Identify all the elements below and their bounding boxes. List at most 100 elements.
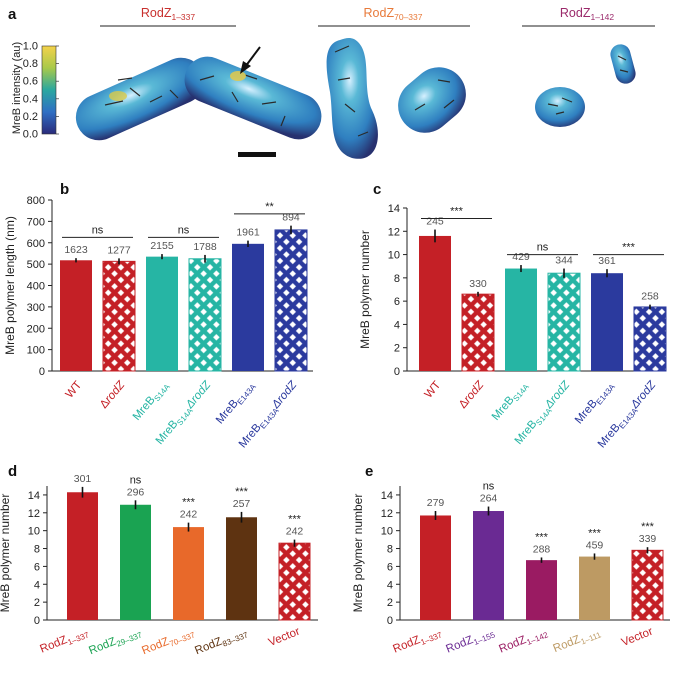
cell-3 (326, 38, 378, 159)
y-tick-label: 14 (388, 203, 400, 215)
y-tick-label: 8 (34, 544, 40, 556)
significance-label: *** (235, 486, 249, 498)
count-label: 2155 (150, 240, 174, 252)
bar-c-3 (547, 272, 581, 372)
cell-2 (184, 56, 322, 140)
colorbar-tick-label: 0.8 (23, 58, 38, 70)
count-label: 288 (533, 543, 551, 555)
bar-b-0 (60, 260, 92, 371)
y-tick-label: 200 (27, 323, 45, 335)
count-label: 1277 (107, 244, 131, 256)
panel-e: e 0 2 4 6 8 10 12 14 MreB polymer number 279 RodZ1–… (351, 463, 670, 657)
count-label: 330 (469, 278, 487, 290)
arrow-marker (240, 46, 261, 74)
category-label: Vector (267, 626, 302, 649)
bar-d-0 (67, 492, 98, 620)
category-label: RodZ1–337 (38, 625, 90, 657)
comparison-label: ns (537, 242, 549, 254)
panel-b-label: b (60, 181, 69, 198)
y-tick-label: 400 (27, 281, 45, 293)
significance-label: *** (588, 527, 602, 539)
comparison-label: *** (450, 205, 464, 217)
count-label: 1623 (64, 244, 88, 256)
cell-6 (610, 44, 636, 84)
category-label: RodZ83–337 (193, 625, 250, 659)
bar-d-3 (226, 517, 257, 620)
colorbar-tick-label: 0.4 (23, 93, 38, 105)
cell-5-filaments (547, 97, 573, 115)
category-label: WT (64, 379, 85, 400)
group-header-3-label: RodZ1–142 (560, 6, 614, 22)
bar-b-5 (274, 229, 308, 372)
y-tick-label: 2 (394, 343, 400, 355)
y-tick-label: 4 (34, 579, 40, 591)
panel-b: b 0 100 200 300 400 500 600 700 800 MreB polymer l… (3, 181, 313, 450)
group-header-3: RodZ1–142 (522, 6, 655, 27)
y-tick-label: 12 (388, 226, 400, 238)
cell-2-shape (184, 56, 322, 140)
arrow-head (240, 61, 251, 74)
category-label: RodZ1–142 (497, 625, 549, 657)
y-tick-label: 0 (34, 615, 40, 627)
category-label: Vector (620, 626, 655, 649)
category-label: WT (423, 379, 444, 400)
cell-1-shape (75, 57, 205, 141)
significance-label: ns (130, 474, 142, 486)
y-tick-label: 10 (388, 250, 400, 262)
group-header-2-label: RodZ70–337 (364, 6, 423, 22)
y-tick-label: 6 (394, 296, 400, 308)
group-header-1: RodZ1–337 (100, 6, 236, 27)
significance-label: *** (288, 514, 302, 526)
y-tick-label: 12 (381, 508, 393, 520)
cell-3-filaments (334, 45, 369, 137)
category-label: MreBE143A (573, 379, 617, 428)
count-label: 1788 (193, 241, 217, 253)
colorbar-tick-label: 0.0 (23, 129, 38, 141)
category-label: RodZ1–111 (552, 625, 603, 657)
cell-1-filaments (104, 77, 179, 106)
count-label: 429 (512, 251, 530, 263)
bar-e-4 (631, 549, 664, 621)
category-label: RodZ70–337 (140, 625, 197, 659)
cell-4-shape (398, 67, 466, 133)
count-label: 361 (598, 255, 616, 267)
cell-1 (75, 57, 205, 141)
y-tick-label: 0 (39, 366, 45, 378)
cell-1-hotspot (109, 91, 127, 101)
group-header-2: RodZ70–337 (318, 6, 470, 27)
bar-b-1 (102, 260, 136, 372)
count-label: 1961 (236, 227, 260, 239)
count-label: 894 (282, 212, 300, 224)
cell-3-shape (326, 38, 378, 159)
bar-b-4 (232, 243, 264, 371)
y-axis-label: MreB polymer number (358, 230, 372, 349)
bar-c-2 (505, 268, 537, 371)
count-label: 296 (127, 486, 145, 498)
colorbar-ticks: 1.0 0.8 0.6 0.4 0.2 0.0 (23, 41, 59, 141)
category-label: RodZ1–155 (444, 625, 496, 657)
comparison-label: ns (92, 224, 104, 236)
scale-bar (238, 152, 276, 157)
count-label: 459 (586, 539, 604, 551)
count-label: 257 (233, 498, 251, 510)
y-tick-label: 100 (27, 345, 45, 357)
count-label: 242 (286, 526, 304, 538)
y-tick-label: 14 (28, 490, 40, 502)
cell-2-filaments (199, 74, 286, 127)
y-tick-label: 6 (387, 561, 393, 573)
y-axis-label: MreB polymer number (351, 494, 365, 613)
panel-c-label: c (373, 181, 381, 198)
cell-2-hotspot (230, 71, 246, 81)
colorbar-tick-label: 0.2 (23, 111, 38, 123)
category-label: RodZ1–337 (391, 625, 443, 657)
comparison-label: ns (178, 224, 190, 236)
colorbar-label: MreB intensity (au) (11, 42, 23, 134)
y-tick-label: 6 (34, 561, 40, 573)
bar-d-1 (120, 504, 151, 620)
y-axis-label: MreB polymer number (0, 494, 12, 613)
y-tick-label: 14 (381, 490, 393, 502)
category-label: MreBE143A (214, 379, 258, 428)
colorbar-tick-label: 0.6 (23, 76, 38, 88)
